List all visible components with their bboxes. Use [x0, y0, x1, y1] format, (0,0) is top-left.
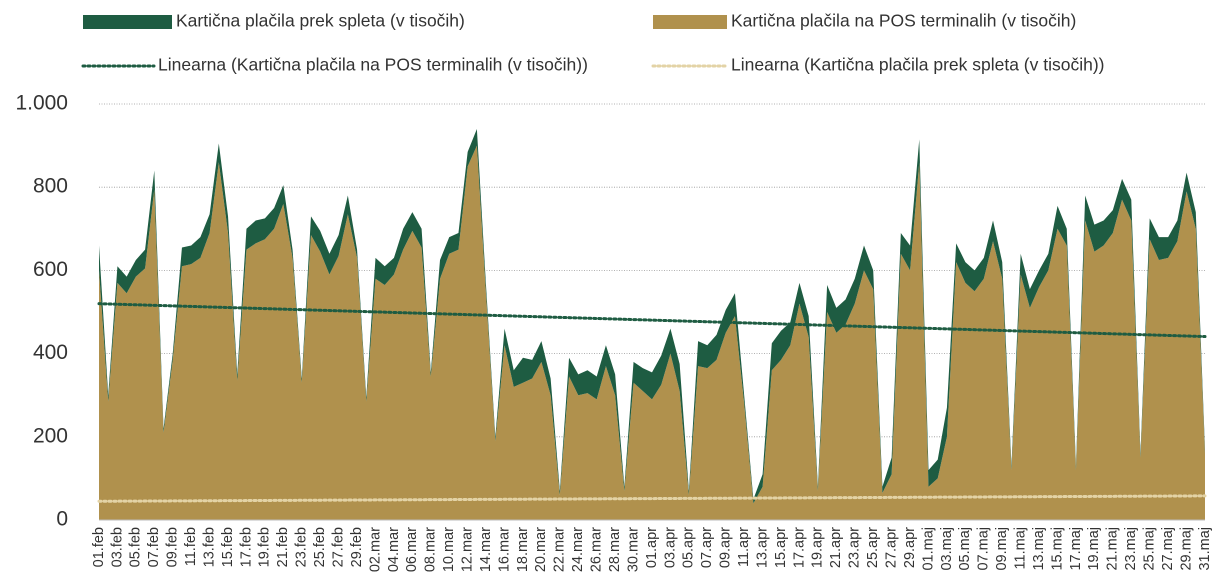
legend-label: Linearna (Kartična plačila prek spleta (… [731, 55, 1105, 75]
x-tick-label: 17.feb [238, 527, 254, 567]
legend-label: Kartična plačila prek spleta (v tisočih) [176, 11, 465, 31]
x-tick-label: 17.maj [1068, 527, 1084, 571]
x-tick-label: 04.mar [386, 527, 402, 572]
x-tick-label: 18.mar [515, 527, 531, 572]
x-tick-label: 27.feb [330, 527, 346, 567]
x-tick-label: 01.feb [91, 527, 107, 567]
x-tick-label: 01.maj [920, 527, 936, 571]
x-tick-label: 07.apr [699, 527, 715, 568]
x-tick-label: 31.maj [1197, 527, 1213, 571]
x-tick-label: 28.mar [607, 527, 623, 572]
x-tick-label: 06.mar [404, 527, 420, 572]
x-tick-label: 12.mar [459, 527, 475, 572]
x-tick-label: 07.maj [976, 527, 992, 571]
x-tick-label: 14.mar [478, 527, 494, 572]
y-tick-label: 0 [56, 508, 68, 531]
x-tick-label: 29.maj [1178, 527, 1194, 571]
x-tick-label: 27.apr [883, 527, 899, 568]
x-tick-label: 07.feb [146, 527, 162, 567]
legend-swatch [653, 15, 727, 29]
y-tick-label: 800 [33, 175, 68, 198]
x-tick-label: 25.apr [865, 527, 881, 568]
x-tick-label: 21.apr [828, 527, 844, 568]
x-tick-label: 01.apr [644, 527, 660, 568]
x-tick-label: 21.feb [275, 527, 291, 567]
x-tick-label: 05.apr [681, 527, 697, 568]
x-tick-label: 10.mar [441, 527, 457, 572]
x-tick-label: 25.feb [312, 527, 328, 567]
x-tick-label: 13.maj [1031, 527, 1047, 571]
x-tick-label: 23.maj [1123, 527, 1139, 571]
area [99, 145, 1205, 520]
x-tick-label: 22.mar [552, 527, 568, 572]
x-tick-label: 29.feb [349, 527, 365, 567]
x-tick-label: 11.apr [736, 527, 752, 567]
x-tick-label: 13.feb [201, 527, 217, 567]
x-tick-label: 21.maj [1105, 527, 1121, 571]
x-tick-label: 19.apr [810, 527, 826, 568]
x-tick-label: 26.mar [589, 527, 605, 572]
x-tick-label: 24.mar [570, 527, 586, 572]
x-tick-label: 09.maj [994, 527, 1010, 571]
x-tick-label: 03.apr [662, 527, 678, 568]
x-tick-label: 15.feb [220, 527, 236, 567]
x-tick-label: 09.apr [718, 527, 734, 568]
y-tick-label: 1.000 [15, 92, 68, 115]
x-tick-label: 29.apr [902, 527, 918, 568]
legend-label: Kartična plačila na POS terminalih (v ti… [731, 11, 1076, 31]
x-tick-label: 08.mar [423, 527, 439, 572]
x-tick-label: 25.maj [1142, 527, 1158, 571]
trendline [97, 494, 1207, 503]
x-tick-label: 11.feb [183, 527, 199, 566]
x-tick-label: 15.maj [1049, 527, 1065, 571]
x-tick-label: 23.feb [294, 527, 310, 567]
x-tick-label: 20.mar [533, 527, 549, 572]
x-tick-label: 05.maj [957, 527, 973, 571]
x-tick-label: 17.apr [791, 527, 807, 568]
x-tick-label: 05.feb [128, 527, 144, 567]
x-tick-label: 13.apr [754, 527, 770, 568]
x-tick-label: 11.maj [1012, 527, 1028, 569]
x-tick-label: 03.feb [109, 527, 125, 567]
legend-swatch [83, 15, 172, 29]
x-tick-label: 19.maj [1086, 527, 1102, 571]
x-tick-label: 23.apr [847, 527, 863, 568]
y-tick-label: 400 [33, 341, 68, 364]
x-tick-label: 19.feb [257, 527, 273, 567]
x-tick-label: 27.maj [1160, 527, 1176, 571]
legend-label: Linearna (Kartična plačila na POS termin… [158, 55, 588, 75]
x-tick-label: 02.mar [367, 527, 383, 572]
x-tick-label: 16.mar [496, 527, 512, 572]
x-tick-label: 30.mar [625, 527, 641, 572]
x-tick-label: 15.apr [773, 527, 789, 568]
trendline [97, 302, 1207, 339]
y-tick-label: 200 [33, 424, 68, 447]
x-tick-label: 09.feb [165, 527, 181, 567]
y-tick-label: 600 [33, 258, 68, 281]
x-tick-label: 03.maj [939, 527, 955, 571]
